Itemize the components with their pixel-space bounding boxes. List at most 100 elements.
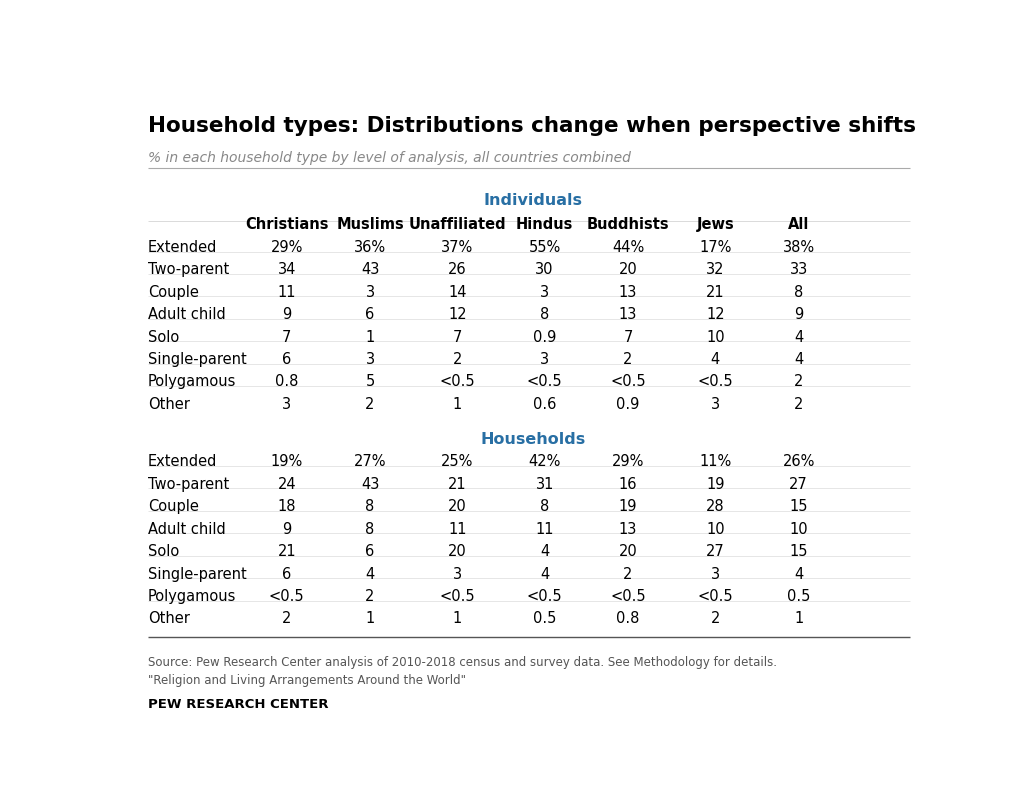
Text: 12: 12 bbox=[706, 307, 725, 322]
Text: 16: 16 bbox=[618, 477, 637, 492]
Text: 8: 8 bbox=[794, 285, 803, 300]
Text: Adult child: Adult child bbox=[147, 522, 225, 537]
Text: 29%: 29% bbox=[270, 240, 303, 255]
Text: 1: 1 bbox=[453, 397, 462, 412]
Text: 30: 30 bbox=[536, 262, 554, 277]
Text: 44%: 44% bbox=[612, 240, 644, 255]
Text: 2: 2 bbox=[453, 352, 462, 367]
Text: 1: 1 bbox=[366, 330, 375, 345]
Text: "Religion and Living Arrangements Around the World": "Religion and Living Arrangements Around… bbox=[147, 674, 466, 687]
Text: 20: 20 bbox=[618, 544, 637, 559]
Text: 2: 2 bbox=[624, 352, 633, 367]
Text: 3: 3 bbox=[711, 567, 720, 582]
Text: 3: 3 bbox=[540, 285, 549, 300]
Text: 2: 2 bbox=[282, 611, 292, 626]
Text: 43: 43 bbox=[360, 262, 379, 277]
Text: 10: 10 bbox=[706, 522, 725, 537]
Text: 4: 4 bbox=[540, 544, 549, 559]
Text: 10: 10 bbox=[706, 330, 725, 345]
Text: 37%: 37% bbox=[441, 240, 473, 255]
Text: 3: 3 bbox=[366, 352, 375, 367]
Text: Muslims: Muslims bbox=[336, 217, 403, 232]
Text: 11: 11 bbox=[278, 285, 296, 300]
Text: Solo: Solo bbox=[147, 330, 179, 345]
Text: Adult child: Adult child bbox=[147, 307, 225, 322]
Text: Households: Households bbox=[480, 432, 586, 447]
Text: 4: 4 bbox=[794, 352, 803, 367]
Text: 24: 24 bbox=[278, 477, 296, 492]
Text: 4: 4 bbox=[366, 567, 375, 582]
Text: <0.5: <0.5 bbox=[526, 375, 562, 390]
Text: Solo: Solo bbox=[147, 544, 179, 559]
Text: 8: 8 bbox=[366, 522, 375, 537]
Text: 12: 12 bbox=[449, 307, 467, 322]
Text: 7: 7 bbox=[453, 330, 462, 345]
Text: 21: 21 bbox=[449, 477, 467, 492]
Text: <0.5: <0.5 bbox=[439, 589, 475, 604]
Text: 10: 10 bbox=[790, 522, 808, 537]
Text: Extended: Extended bbox=[147, 454, 217, 469]
Text: <0.5: <0.5 bbox=[610, 375, 646, 390]
Text: 18: 18 bbox=[278, 499, 296, 514]
Text: 32: 32 bbox=[706, 262, 725, 277]
Text: <0.5: <0.5 bbox=[697, 375, 733, 390]
Text: 5: 5 bbox=[366, 375, 375, 390]
Text: 21: 21 bbox=[278, 544, 296, 559]
Text: 9: 9 bbox=[282, 307, 292, 322]
Text: Polygamous: Polygamous bbox=[147, 589, 237, 604]
Text: 2: 2 bbox=[366, 397, 375, 412]
Text: 4: 4 bbox=[711, 352, 720, 367]
Text: 27: 27 bbox=[790, 477, 808, 492]
Text: 6: 6 bbox=[366, 544, 375, 559]
Text: 19%: 19% bbox=[270, 454, 303, 469]
Text: Extended: Extended bbox=[147, 240, 217, 255]
Text: 38%: 38% bbox=[782, 240, 815, 255]
Text: 15: 15 bbox=[790, 544, 808, 559]
Text: 21: 21 bbox=[706, 285, 725, 300]
Text: <0.5: <0.5 bbox=[269, 589, 304, 604]
Text: <0.5: <0.5 bbox=[610, 589, 646, 604]
Text: 8: 8 bbox=[540, 499, 549, 514]
Text: 0.5: 0.5 bbox=[786, 589, 810, 604]
Text: 4: 4 bbox=[794, 567, 803, 582]
Text: 8: 8 bbox=[540, 307, 549, 322]
Text: Buddhists: Buddhists bbox=[587, 217, 670, 232]
Text: % in each household type by level of analysis, all countries combined: % in each household type by level of ana… bbox=[147, 151, 631, 164]
Text: 2: 2 bbox=[794, 397, 803, 412]
Text: All: All bbox=[787, 217, 809, 232]
Text: 43: 43 bbox=[360, 477, 379, 492]
Text: 1: 1 bbox=[366, 611, 375, 626]
Text: 19: 19 bbox=[706, 477, 725, 492]
Text: 26%: 26% bbox=[782, 454, 815, 469]
Text: 14: 14 bbox=[449, 285, 467, 300]
Text: 0.9: 0.9 bbox=[616, 397, 640, 412]
Text: 4: 4 bbox=[540, 567, 549, 582]
Text: 13: 13 bbox=[618, 307, 637, 322]
Text: 3: 3 bbox=[711, 397, 720, 412]
Text: Jews: Jews bbox=[696, 217, 734, 232]
Text: Individuals: Individuals bbox=[483, 194, 583, 209]
Text: Unaffiliated: Unaffiliated bbox=[409, 217, 506, 232]
Text: 28: 28 bbox=[706, 499, 725, 514]
Text: Polygamous: Polygamous bbox=[147, 375, 237, 390]
Text: 3: 3 bbox=[540, 352, 549, 367]
Text: 4: 4 bbox=[794, 330, 803, 345]
Text: 27%: 27% bbox=[354, 454, 386, 469]
Text: Source: Pew Research Center analysis of 2010-2018 census and survey data. See Me: Source: Pew Research Center analysis of … bbox=[147, 656, 777, 669]
Text: 6: 6 bbox=[282, 352, 292, 367]
Text: <0.5: <0.5 bbox=[697, 589, 733, 604]
Text: 0.8: 0.8 bbox=[275, 375, 298, 390]
Text: 7: 7 bbox=[282, 330, 292, 345]
Text: Two-parent: Two-parent bbox=[147, 262, 229, 277]
Text: 36%: 36% bbox=[354, 240, 386, 255]
Text: 1: 1 bbox=[453, 611, 462, 626]
Text: 13: 13 bbox=[618, 522, 637, 537]
Text: 42%: 42% bbox=[528, 454, 561, 469]
Text: <0.5: <0.5 bbox=[439, 375, 475, 390]
Text: 13: 13 bbox=[618, 285, 637, 300]
Text: 20: 20 bbox=[447, 499, 467, 514]
Text: Hindus: Hindus bbox=[516, 217, 573, 232]
Text: 0.8: 0.8 bbox=[616, 611, 640, 626]
Text: 19: 19 bbox=[618, 499, 637, 514]
Text: 33: 33 bbox=[790, 262, 808, 277]
